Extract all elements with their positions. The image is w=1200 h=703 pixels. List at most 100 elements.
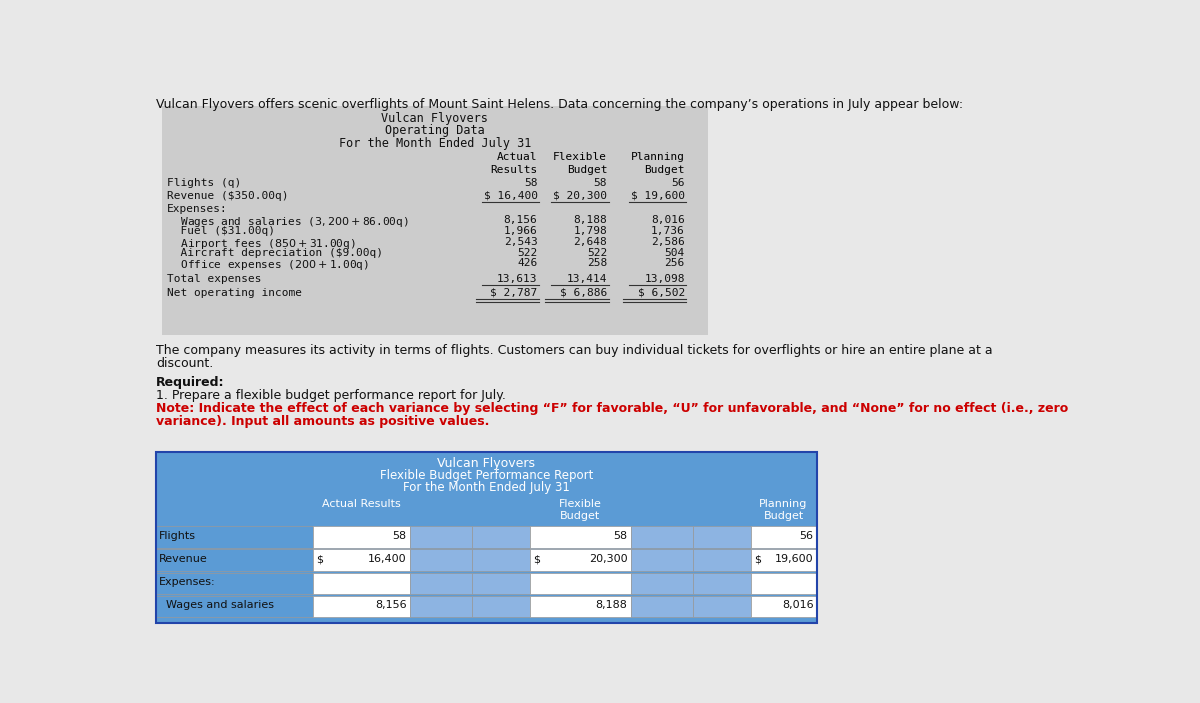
Text: $ 6,886: $ 6,886 [560,288,607,297]
Text: Note: Indicate the effect of each variance by selecting “F” for favorable, “U” f: Note: Indicate the effect of each varian… [156,402,1068,415]
Text: 13,613: 13,613 [497,273,538,284]
Text: 58: 58 [613,531,628,541]
Bar [529,595,630,617]
Bar [156,572,313,594]
Bar [692,527,751,548]
Bar [472,572,529,594]
Text: Total expenses: Total expenses [167,273,262,284]
Text: Office expenses ($200 + $1.00q): Office expenses ($200 + $1.00q) [167,259,370,272]
Text: Fuel ($31.00q): Fuel ($31.00q) [167,226,275,236]
Text: 1,736: 1,736 [650,226,685,236]
Bar [751,595,816,617]
Text: discount.: discount. [156,357,214,370]
Text: 16,400: 16,400 [368,554,407,564]
Text: 20,300: 20,300 [589,554,628,564]
Text: Required:: Required: [156,376,224,389]
Bar [162,106,708,335]
Text: Aircraft depreciation ($9.00q): Aircraft depreciation ($9.00q) [167,247,383,257]
Bar [313,527,409,548]
Bar [156,453,816,624]
Text: 1,798: 1,798 [574,226,607,236]
Text: Expenses:: Expenses: [167,205,228,214]
Bar [751,550,816,571]
Bar [692,550,751,571]
Text: 8,016: 8,016 [650,215,685,225]
Text: Airport fees ($850 + $31.00q): Airport fees ($850 + $31.00q) [167,237,355,251]
Bar [313,550,409,571]
Bar [630,550,692,571]
Text: Flights (q): Flights (q) [167,179,241,188]
Text: 426: 426 [517,259,538,269]
Text: The company measures its activity in terms of flights. Customers can buy individ: The company measures its activity in ter… [156,344,992,357]
Bar [751,527,816,548]
Text: For the Month Ended July 31: For the Month Ended July 31 [403,481,570,494]
Bar [313,595,409,617]
Text: 58: 58 [392,531,407,541]
Bar [156,550,313,571]
Bar [409,595,472,617]
Text: Actual Results: Actual Results [322,498,401,508]
Bar [529,550,630,571]
Bar [409,527,472,548]
Bar [472,595,529,617]
Text: 8,188: 8,188 [595,600,628,610]
Text: Revenue: Revenue [160,554,208,564]
Bar [156,595,313,617]
Text: 504: 504 [665,247,685,257]
Text: Flexible
Budget: Flexible Budget [553,152,607,175]
Text: $: $ [533,554,540,564]
Text: 8,156: 8,156 [374,600,407,610]
Text: 522: 522 [587,247,607,257]
Text: Expenses:: Expenses: [160,577,216,587]
Text: 58: 58 [594,179,607,188]
Text: Revenue ($350.00q): Revenue ($350.00q) [167,191,288,200]
Text: $ 20,300: $ 20,300 [553,191,607,200]
Bar [156,453,816,624]
Text: Vulcan Flyovers: Vulcan Flyovers [382,112,488,125]
Text: 8,188: 8,188 [574,215,607,225]
Text: Planning
Budget: Planning Budget [760,498,808,521]
Text: 2,648: 2,648 [574,237,607,247]
Bar [472,550,529,571]
Bar [472,527,529,548]
Text: 56: 56 [671,179,685,188]
Text: 2,586: 2,586 [650,237,685,247]
Bar [692,595,751,617]
Text: Vulcan Flyovers offers scenic overflights of Mount Saint Helens. Data concerning: Vulcan Flyovers offers scenic overflight… [156,98,964,111]
Text: 13,098: 13,098 [644,273,685,284]
Text: Wages and salaries: Wages and salaries [160,600,275,610]
Text: 8,156: 8,156 [504,215,538,225]
Text: Flexible Budget Performance Report: Flexible Budget Performance Report [379,470,593,482]
Text: Wages and salaries ($3,200 + $86.00q): Wages and salaries ($3,200 + $86.00q) [167,215,409,229]
Bar [630,527,692,548]
Text: 13,414: 13,414 [566,273,607,284]
Text: $ 16,400: $ 16,400 [484,191,538,200]
Text: $ 19,600: $ 19,600 [631,191,685,200]
Bar [630,572,692,594]
Text: 256: 256 [665,259,685,269]
Text: 522: 522 [517,247,538,257]
Text: Planning
Budget: Planning Budget [631,152,685,175]
Bar [409,550,472,571]
Text: $: $ [754,554,761,564]
Bar [409,572,472,594]
Text: $: $ [316,554,323,564]
Bar [630,595,692,617]
Text: 56: 56 [799,531,814,541]
Bar [529,527,630,548]
Bar [313,572,409,594]
Bar [156,527,313,548]
Text: Flexible
Budget: Flexible Budget [559,498,601,521]
Text: 1,966: 1,966 [504,226,538,236]
Text: 258: 258 [587,259,607,269]
Text: 1. Prepare a flexible budget performance report for July.: 1. Prepare a flexible budget performance… [156,389,506,402]
Text: 19,600: 19,600 [775,554,814,564]
Text: Actual
Results: Actual Results [491,152,538,175]
Text: Flights: Flights [160,531,197,541]
Bar [692,572,751,594]
Text: $ 6,502: $ 6,502 [637,288,685,297]
Text: 8,016: 8,016 [781,600,814,610]
Text: Operating Data: Operating Data [385,124,485,137]
Text: variance). Input all amounts as positive values.: variance). Input all amounts as positive… [156,415,490,428]
Bar [529,572,630,594]
